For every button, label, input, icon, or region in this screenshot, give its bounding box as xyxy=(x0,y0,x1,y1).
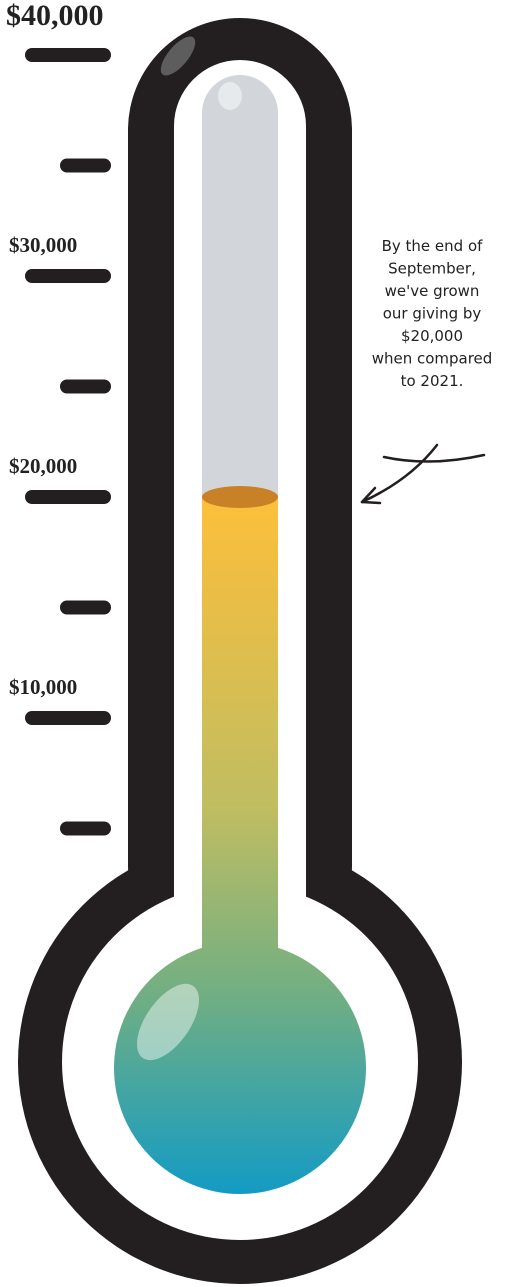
y-tick-label: $10,000 xyxy=(9,675,77,699)
major-tick xyxy=(25,48,111,62)
fill-bulb xyxy=(114,942,366,1194)
fill-top xyxy=(202,486,278,508)
minor-tick xyxy=(60,159,111,173)
major-tick xyxy=(25,490,111,504)
annotation-line: our giving by xyxy=(383,305,482,323)
annotation-line: $20,000 xyxy=(401,327,463,345)
y-tick-label: $20,000 xyxy=(9,454,77,478)
y-tick-label: $30,000 xyxy=(9,233,77,257)
major-tick xyxy=(25,269,111,283)
minor-tick xyxy=(60,822,111,836)
annotation-line: to 2021. xyxy=(401,372,464,390)
fill-column xyxy=(202,497,278,960)
minor-tick xyxy=(60,601,111,615)
y-tick-label: $40,000 xyxy=(6,0,104,32)
annotation-line: By the end of xyxy=(382,237,484,255)
annotation-line: we've grown xyxy=(385,282,480,300)
major-tick xyxy=(25,711,111,725)
minor-tick xyxy=(60,380,111,394)
annotation-line: September, xyxy=(388,260,476,278)
annotation-line: when compared xyxy=(372,350,493,368)
annotation-arrow xyxy=(362,445,484,503)
chart: $10,000 $20,000 $30,000 $40,000 By the end o… xyxy=(0,0,512,1287)
